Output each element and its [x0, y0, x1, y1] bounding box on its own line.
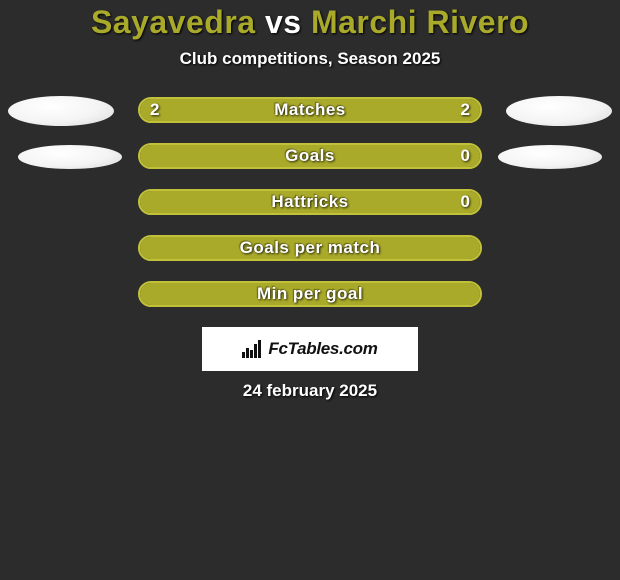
- comparison-card: Sayavedra vs Marchi Rivero Club competit…: [0, 0, 620, 401]
- stat-value-right: 2: [461, 100, 470, 120]
- stat-label: Min per goal: [257, 284, 363, 304]
- stat-row: Min per goal: [0, 281, 620, 309]
- footer-date: 24 february 2025: [0, 381, 620, 401]
- stat-value-left: 2: [150, 100, 159, 120]
- player1-name: Sayavedra: [91, 4, 256, 40]
- stat-row: 0 Goals: [0, 143, 620, 171]
- stat-label: Goals: [285, 146, 335, 166]
- player1-avatar: [8, 96, 114, 126]
- stat-row: Goals per match: [0, 235, 620, 263]
- player2-avatar: [506, 96, 612, 126]
- stat-bar: 2 2 Matches: [138, 97, 482, 123]
- stat-label: Goals per match: [240, 238, 381, 258]
- title: Sayavedra vs Marchi Rivero: [0, 4, 620, 41]
- stat-value-right: 0: [461, 146, 470, 166]
- stat-bar: Min per goal: [138, 281, 482, 307]
- vs-text: vs: [265, 4, 302, 40]
- stat-rows: 2 2 Matches 0 Goals 0 Hattricks Goals per match…: [0, 97, 620, 309]
- player2-avatar: [498, 145, 602, 169]
- player1-avatar: [18, 145, 122, 169]
- logo-text: FcTables.com: [268, 339, 377, 359]
- stat-row: 0 Hattricks: [0, 189, 620, 217]
- stat-label: Matches: [274, 100, 346, 120]
- player2-name: Marchi Rivero: [311, 4, 529, 40]
- stat-bar: 0 Hattricks: [138, 189, 482, 215]
- logo-box: FcTables.com: [202, 327, 418, 371]
- subtitle: Club competitions, Season 2025: [0, 49, 620, 69]
- stat-bar: 0 Goals: [138, 143, 482, 169]
- stat-label: Hattricks: [271, 192, 348, 212]
- stat-value-right: 0: [461, 192, 470, 212]
- stat-row: 2 2 Matches: [0, 97, 620, 125]
- stat-bar: Goals per match: [138, 235, 482, 261]
- logo-chart-icon: [242, 340, 264, 358]
